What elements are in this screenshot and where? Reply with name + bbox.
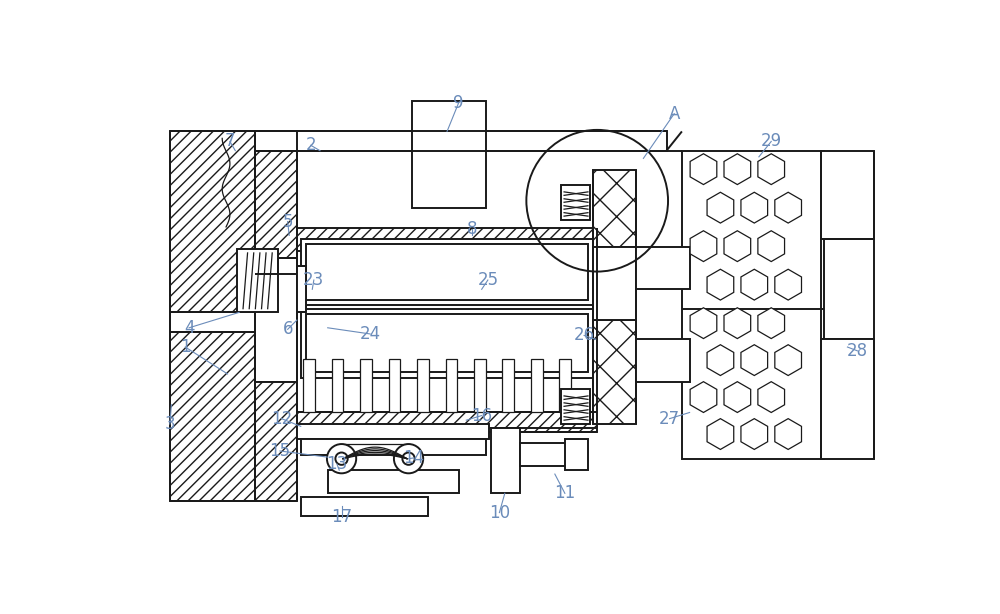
Text: 23: 23 bbox=[303, 271, 324, 289]
Bar bbox=[170, 313, 255, 332]
Bar bbox=[255, 274, 297, 382]
Bar bbox=[593, 170, 636, 247]
Bar bbox=[306, 244, 588, 300]
Circle shape bbox=[335, 453, 348, 465]
Text: 13: 13 bbox=[326, 455, 348, 473]
Bar bbox=[682, 150, 824, 459]
Bar bbox=[297, 228, 593, 251]
Bar bbox=[559, 359, 571, 413]
Text: 12: 12 bbox=[271, 410, 292, 427]
Bar bbox=[255, 131, 666, 150]
Bar bbox=[237, 249, 278, 313]
Text: 16: 16 bbox=[471, 406, 492, 424]
Bar bbox=[636, 340, 690, 382]
Text: 27: 27 bbox=[659, 410, 680, 427]
Text: 11: 11 bbox=[554, 484, 575, 502]
Text: 3: 3 bbox=[165, 415, 175, 433]
Bar bbox=[820, 340, 874, 459]
Bar bbox=[593, 320, 636, 424]
Bar bbox=[820, 150, 874, 239]
Bar bbox=[297, 424, 489, 440]
Bar bbox=[328, 470, 459, 493]
Text: 17: 17 bbox=[331, 508, 352, 526]
Text: 24: 24 bbox=[359, 325, 381, 343]
Text: 14: 14 bbox=[403, 449, 425, 467]
Bar bbox=[593, 247, 636, 320]
Bar bbox=[561, 389, 590, 424]
Bar bbox=[360, 359, 372, 413]
Bar bbox=[561, 185, 590, 220]
Text: 1: 1 bbox=[180, 338, 191, 356]
Bar bbox=[301, 239, 593, 305]
Bar bbox=[520, 443, 570, 467]
Bar bbox=[170, 332, 255, 501]
Bar bbox=[474, 359, 486, 413]
Bar bbox=[303, 359, 315, 413]
Circle shape bbox=[327, 444, 356, 473]
Bar bbox=[301, 440, 486, 455]
Bar bbox=[389, 359, 400, 413]
Bar bbox=[491, 428, 520, 493]
Bar bbox=[565, 440, 588, 470]
Bar bbox=[332, 359, 343, 413]
Text: 15: 15 bbox=[269, 442, 291, 460]
Bar bbox=[255, 131, 297, 258]
Circle shape bbox=[394, 444, 423, 473]
Text: 7: 7 bbox=[225, 133, 235, 150]
Text: 29: 29 bbox=[761, 133, 782, 150]
Bar bbox=[306, 314, 588, 373]
Bar bbox=[417, 359, 429, 413]
Bar bbox=[412, 101, 486, 208]
Bar bbox=[170, 131, 255, 313]
Text: 28: 28 bbox=[847, 342, 868, 360]
Text: 2: 2 bbox=[305, 136, 316, 154]
Text: 5: 5 bbox=[282, 212, 293, 230]
Bar bbox=[301, 497, 428, 516]
Bar bbox=[301, 308, 593, 378]
Bar bbox=[502, 359, 514, 413]
Text: 25: 25 bbox=[477, 271, 498, 289]
Text: 9: 9 bbox=[453, 94, 464, 112]
Text: 6: 6 bbox=[282, 321, 293, 338]
Text: 26: 26 bbox=[574, 327, 595, 344]
Bar bbox=[297, 413, 597, 432]
Bar bbox=[255, 382, 297, 501]
Text: A: A bbox=[669, 105, 680, 123]
Bar bbox=[297, 266, 306, 313]
Bar bbox=[531, 359, 543, 413]
Circle shape bbox=[402, 453, 415, 465]
Text: 10: 10 bbox=[489, 503, 510, 521]
Bar bbox=[446, 359, 457, 413]
Text: 4: 4 bbox=[184, 319, 194, 337]
Text: 8: 8 bbox=[467, 220, 478, 238]
Bar bbox=[636, 247, 690, 289]
